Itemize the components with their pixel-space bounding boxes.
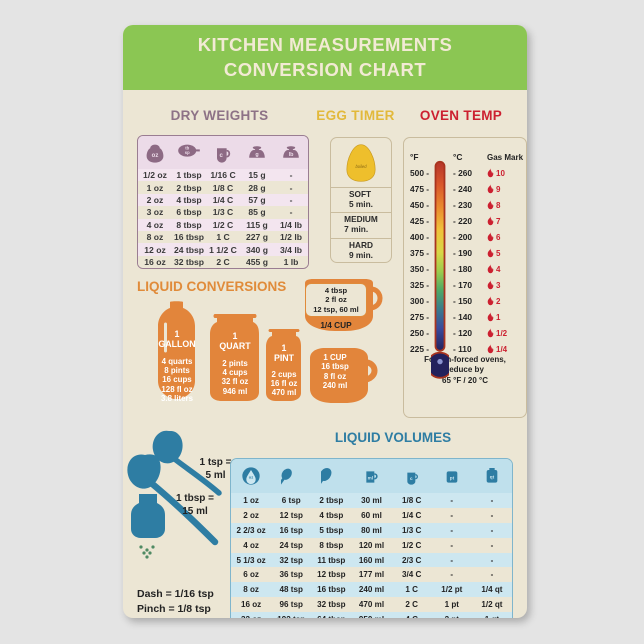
svg-text:oz: oz [152,153,159,159]
svg-text:qt: qt [490,475,495,480]
svg-text:sp: sp [185,150,190,155]
svg-text:oz: oz [249,475,253,480]
svg-text:c: c [410,476,413,481]
svg-text:lb: lb [289,152,294,158]
svg-text:g: g [255,152,258,158]
svg-text:boiled: boiled [355,164,367,169]
svg-text:pt: pt [450,475,455,480]
svg-text:ml: ml [368,475,373,480]
